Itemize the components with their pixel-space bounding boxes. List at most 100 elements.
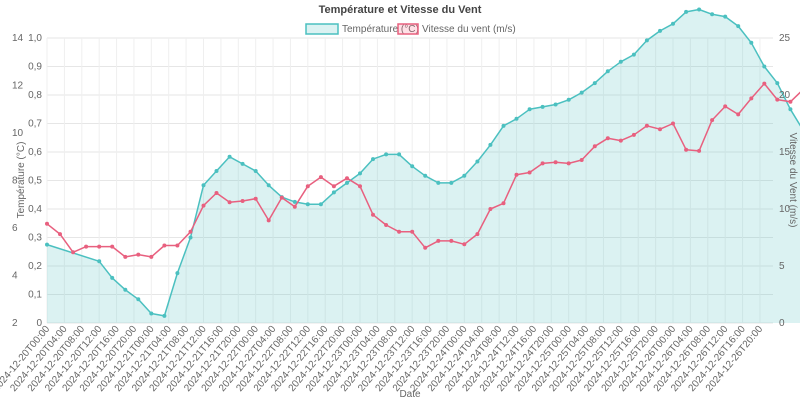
point-temperature[interactable] (671, 21, 675, 26)
point-temperature[interactable] (462, 173, 467, 178)
point-temperature[interactable] (775, 81, 780, 86)
point-wind[interactable] (58, 232, 62, 237)
point-temperature[interactable] (318, 202, 323, 207)
point-temperature[interactable] (358, 171, 362, 176)
point-temperature[interactable] (566, 97, 571, 102)
point-wind[interactable] (671, 121, 675, 126)
point-wind[interactable] (305, 184, 310, 189)
point-wind[interactable] (423, 245, 428, 250)
point-wind[interactable] (384, 223, 389, 227)
point-wind[interactable] (358, 184, 362, 189)
point-wind[interactable] (579, 158, 584, 162)
point-wind[interactable] (162, 243, 167, 248)
point-wind[interactable] (540, 161, 545, 166)
point-temperature[interactable] (397, 152, 402, 157)
point-temperature[interactable] (527, 107, 532, 112)
point-wind[interactable] (527, 170, 532, 175)
point-temperature[interactable] (45, 242, 49, 247)
point-temperature[interactable] (631, 52, 636, 57)
point-wind[interactable] (331, 184, 336, 189)
point-wind[interactable] (240, 199, 245, 203)
point-temperature[interactable] (710, 12, 715, 17)
point-wind[interactable] (723, 104, 728, 109)
point-wind[interactable] (214, 191, 219, 195)
point-wind[interactable] (45, 221, 49, 226)
point-wind[interactable] (592, 144, 597, 149)
point-temperature[interactable] (658, 28, 662, 33)
point-temperature[interactable] (436, 180, 441, 185)
point-temperature[interactable] (788, 107, 793, 112)
point-wind[interactable] (475, 232, 480, 237)
point-temperature[interactable] (684, 9, 689, 14)
point-wind[interactable] (253, 196, 258, 201)
point-wind[interactable] (266, 218, 271, 223)
point-temperature[interactable] (449, 180, 454, 185)
point-wind[interactable] (605, 136, 610, 141)
point-temperature[interactable] (97, 259, 102, 264)
point-temperature[interactable] (736, 24, 741, 29)
point-temperature[interactable] (371, 157, 375, 162)
point-wind[interactable] (410, 229, 415, 234)
point-temperature[interactable] (227, 154, 232, 159)
point-wind[interactable] (318, 175, 323, 180)
point-wind[interactable] (175, 243, 180, 248)
point-wind[interactable] (618, 138, 623, 143)
point-wind[interactable] (292, 204, 297, 209)
legend-item-wind[interactable]: Vitesse du vent (m/s) (397, 23, 516, 35)
point-wind[interactable] (84, 244, 89, 249)
point-temperature[interactable] (410, 164, 415, 169)
legend-item-temperature[interactable]: Température (°C) (305, 23, 419, 35)
point-temperature[interactable] (553, 102, 558, 107)
point-wind[interactable] (762, 81, 767, 86)
point-wind[interactable] (397, 229, 402, 234)
point-temperature[interactable] (501, 123, 506, 128)
point-temperature[interactable] (540, 104, 545, 109)
point-wind[interactable] (710, 118, 715, 123)
point-wind[interactable] (110, 244, 115, 249)
point-temperature[interactable] (162, 313, 167, 318)
point-wind[interactable] (227, 200, 232, 205)
point-temperature[interactable] (475, 159, 480, 164)
point-temperature[interactable] (697, 7, 702, 12)
point-wind[interactable] (553, 160, 558, 165)
point-wind[interactable] (775, 97, 780, 102)
point-wind[interactable] (201, 203, 206, 208)
point-wind[interactable] (514, 172, 519, 177)
point-temperature[interactable] (266, 183, 271, 188)
point-wind[interactable] (136, 252, 141, 257)
point-wind[interactable] (188, 229, 193, 234)
point-temperature[interactable] (579, 90, 584, 95)
point-temperature[interactable] (592, 81, 597, 86)
point-wind[interactable] (684, 147, 689, 152)
point-temperature[interactable] (644, 38, 649, 43)
point-wind[interactable] (345, 176, 349, 181)
point-wind[interactable] (644, 123, 649, 128)
point-temperature[interactable] (240, 161, 245, 166)
point-wind[interactable] (566, 161, 571, 166)
point-temperature[interactable] (605, 69, 610, 74)
point-wind[interactable] (631, 132, 636, 137)
point-temperature[interactable] (749, 40, 754, 45)
point-wind[interactable] (97, 244, 102, 249)
point-temperature[interactable] (175, 271, 180, 276)
point-wind[interactable] (449, 238, 454, 243)
point-temperature[interactable] (110, 275, 115, 280)
point-temperature[interactable] (723, 14, 728, 19)
point-temperature[interactable] (201, 183, 206, 188)
point-wind[interactable] (436, 238, 441, 243)
point-temperature[interactable] (514, 116, 519, 121)
point-temperature[interactable] (488, 142, 493, 147)
point-wind[interactable] (501, 201, 506, 206)
point-wind[interactable] (71, 250, 76, 255)
point-temperature[interactable] (149, 311, 154, 316)
point-temperature[interactable] (305, 202, 310, 207)
point-temperature[interactable] (136, 297, 141, 302)
point-temperature[interactable] (345, 180, 349, 185)
point-temperature[interactable] (253, 169, 258, 173)
point-wind[interactable] (462, 242, 467, 247)
point-wind[interactable] (697, 148, 702, 153)
point-temperature[interactable] (188, 235, 193, 240)
point-temperature[interactable] (292, 199, 297, 204)
point-wind[interactable] (488, 207, 493, 211)
point-wind[interactable] (149, 254, 154, 259)
